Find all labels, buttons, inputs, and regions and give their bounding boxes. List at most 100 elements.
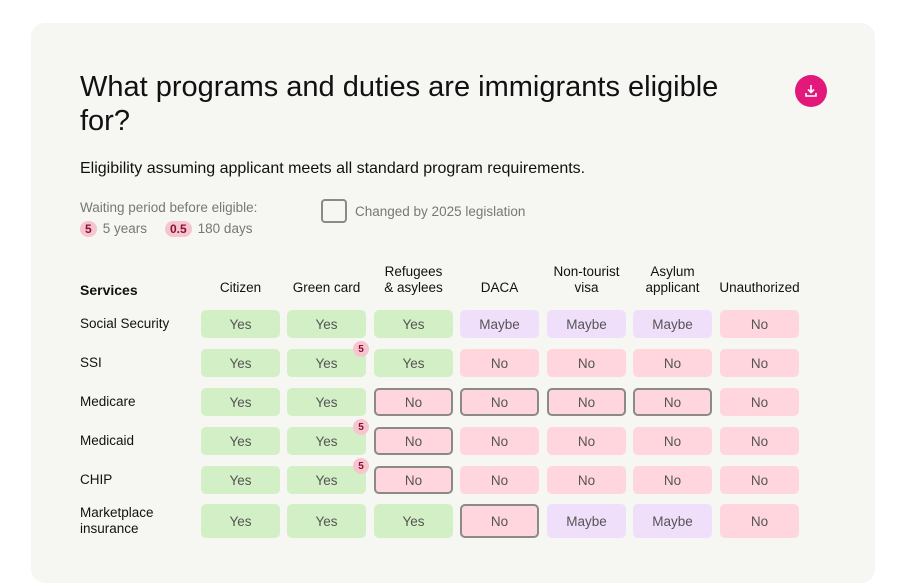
- eligibility-cell: Maybe: [460, 310, 539, 338]
- eligibility-cell: Yes: [201, 310, 280, 338]
- cell-value: Yes: [315, 433, 338, 449]
- eligibility-cell: No: [374, 466, 453, 494]
- eligibility-cell: No: [547, 388, 626, 416]
- subtitle: Eligibility assuming applicant meets all…: [80, 160, 586, 177]
- column-header: Green card: [292, 280, 361, 295]
- cell-value: Maybe: [652, 513, 693, 529]
- page-title: What programs and duties are immigrants …: [80, 71, 719, 137]
- cell-value: Yes: [315, 472, 338, 488]
- cell-value: No: [663, 394, 682, 410]
- eligibility-cell: Yes 5: [287, 341, 369, 377]
- legend-label-5-years: 5 years: [102, 221, 147, 236]
- cell-value: No: [663, 355, 682, 371]
- cell-value: No: [577, 472, 596, 488]
- row-label: Marketplace insurance: [80, 505, 154, 536]
- eligibility-cell: Yes: [201, 349, 280, 377]
- cell-value: Maybe: [479, 316, 520, 332]
- eligibility-cell: Yes: [201, 466, 280, 494]
- cell-value: No: [490, 472, 509, 488]
- cell-value: No: [490, 394, 509, 410]
- eligibility-cell: Yes: [201, 504, 280, 538]
- eligibility-cell: Yes: [374, 349, 453, 377]
- cell-value: Yes: [315, 394, 338, 410]
- cell-value: No: [577, 433, 596, 449]
- eligibility-cell: Yes: [287, 504, 366, 538]
- changed-legend-label: Changed by 2025 legislation: [355, 203, 526, 219]
- cell-value: Yes: [315, 355, 338, 371]
- waiting-legend-label: Waiting period before eligible:: [80, 200, 258, 215]
- cell-value: Yes: [402, 316, 425, 332]
- eligibility-cell: No: [547, 427, 626, 455]
- row-label: Social Security: [80, 316, 170, 331]
- eligibility-cell: Yes: [287, 388, 366, 416]
- eligibility-cell: No: [460, 388, 539, 416]
- eligibility-cell: Yes: [201, 427, 280, 455]
- eligibility-cell: Yes: [201, 388, 280, 416]
- eligibility-cell: No: [633, 388, 712, 416]
- eligibility-cell: No: [720, 349, 799, 377]
- legend-label-180-days: 180 days: [197, 221, 253, 236]
- cell-value: No: [404, 472, 423, 488]
- eligibility-cell: No: [374, 388, 453, 416]
- changed-swatch: [321, 199, 347, 223]
- eligibility-cell: Yes 5: [287, 458, 369, 494]
- cell-value: Yes: [402, 513, 425, 529]
- cell-value: No: [404, 394, 423, 410]
- waiting-period-badge: 5: [353, 341, 369, 357]
- column-header: Unauthorized: [719, 280, 800, 295]
- cell-value: Yes: [229, 472, 252, 488]
- eligibility-cell: Maybe: [547, 504, 626, 538]
- eligibility-cell: Maybe: [633, 504, 712, 538]
- cell-value: No: [750, 472, 769, 488]
- row-label: Medicaid: [80, 433, 135, 448]
- legend-badge-5: 5: [80, 221, 97, 237]
- row-label: SSI: [80, 355, 102, 370]
- cell-value: No: [490, 433, 509, 449]
- eligibility-cell: No: [720, 504, 799, 538]
- cell-value: No: [577, 394, 596, 410]
- eligibility-cell: No: [374, 427, 453, 455]
- cell-value: No: [663, 472, 682, 488]
- eligibility-cell: No: [460, 466, 539, 494]
- eligibility-cell: Maybe: [633, 310, 712, 338]
- eligibility-cell: No: [547, 349, 626, 377]
- column-header: DACA: [480, 280, 519, 295]
- column-header: Non-tourist visa: [553, 264, 620, 295]
- eligibility-cell: Yes 5: [287, 419, 369, 455]
- eligibility-cell: No: [720, 427, 799, 455]
- eligibility-cell: No: [460, 349, 539, 377]
- cell-value: Yes: [315, 513, 338, 529]
- eligibility-cell: No: [460, 504, 539, 538]
- eligibility-cell: No: [720, 388, 799, 416]
- cell-value: No: [750, 394, 769, 410]
- cell-value: No: [663, 433, 682, 449]
- eligibility-cell: No: [633, 349, 712, 377]
- row-label: Medicare: [80, 394, 136, 409]
- cell-value: Yes: [402, 355, 425, 371]
- column-header: Refugees & asylees: [384, 264, 443, 295]
- waiting-period-badge: 5: [353, 458, 369, 474]
- eligibility-cell: No: [720, 466, 799, 494]
- cell-value: No: [577, 355, 596, 371]
- download-button[interactable]: [795, 75, 827, 107]
- download-icon: [805, 85, 817, 97]
- cell-value: No: [750, 433, 769, 449]
- changed-legend: Changed by 2025 legislation: [321, 199, 525, 223]
- eligibility-cell: Yes: [374, 504, 453, 538]
- row-label: CHIP: [80, 472, 113, 487]
- eligibility-cell: Maybe: [547, 310, 626, 338]
- waiting-period-badge: 5: [353, 419, 369, 435]
- cell-value: Yes: [229, 394, 252, 410]
- cell-value: No: [750, 513, 769, 529]
- eligibility-cell: No: [633, 466, 712, 494]
- legend-badge-0.5: 0.5: [164, 221, 192, 237]
- cell-value: Yes: [315, 316, 338, 332]
- services-header: Services: [80, 282, 138, 298]
- cell-value: No: [490, 513, 509, 529]
- cell-value: Maybe: [566, 513, 607, 529]
- column-header: Asylum applicant: [645, 264, 700, 295]
- eligibility-cell: No: [460, 427, 539, 455]
- eligibility-cell: Yes: [374, 310, 453, 338]
- waiting-legend: Waiting period before eligible: 5 5 year…: [80, 199, 257, 238]
- eligibility-cell: Yes: [287, 310, 366, 338]
